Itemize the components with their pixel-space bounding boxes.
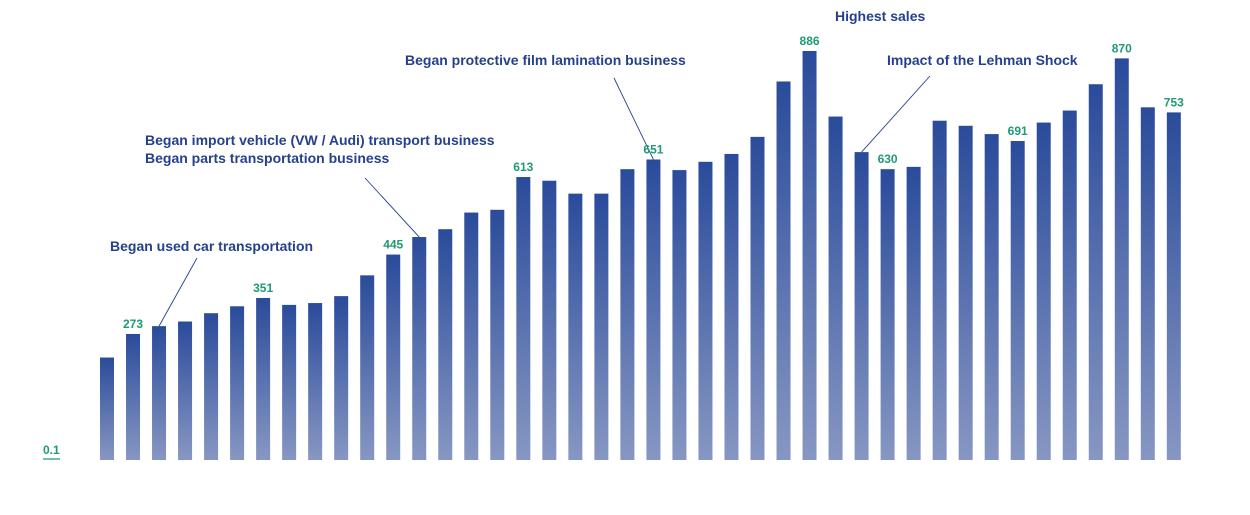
value-label-6: 351 [253, 281, 273, 295]
annotation-0: Began used car transportation [110, 238, 313, 254]
value-label-39: 870 [1112, 41, 1132, 55]
bar-11 [386, 254, 401, 460]
bar-18 [568, 193, 583, 460]
bar-20 [620, 169, 635, 460]
bar-5 [230, 306, 245, 460]
bar-7 [282, 304, 297, 460]
leader-line-4 [861, 75, 931, 153]
bar-28 [828, 116, 843, 461]
value-label-27: 886 [800, 34, 820, 48]
bar-24 [724, 153, 739, 460]
bar-38 [1088, 84, 1103, 460]
value-label-16: 613 [513, 160, 533, 174]
value-label-41: 753 [1164, 95, 1184, 109]
value-label-21: 651 [643, 142, 663, 156]
annotation-2: Began protective film lamination busines… [405, 52, 686, 68]
annotations-layer: Began used car transportation Began impor… [110, 8, 1078, 254]
leader-line-2 [613, 77, 654, 160]
bar-34 [984, 134, 999, 461]
bar-12 [412, 237, 427, 460]
annotation-2-line-0: Began protective film lamination busines… [405, 52, 686, 68]
bar-8 [308, 303, 323, 460]
bar-10 [360, 275, 375, 460]
bar-9 [334, 296, 349, 460]
baseline-label: 0.1 [43, 443, 60, 457]
value-label-30: 630 [878, 152, 898, 166]
baseline-marker: 0.1 [43, 443, 60, 460]
bar-32 [932, 120, 947, 460]
bar-40 [1140, 107, 1155, 460]
leader-lines-layer [158, 75, 931, 327]
value-label-1: 273 [123, 317, 143, 331]
bar-15 [490, 209, 505, 460]
bar-41 [1166, 112, 1181, 460]
leader-line-0 [158, 257, 198, 327]
value-label-35: 691 [1008, 124, 1028, 138]
annotation-1: Began import vehicle (VW / Audi) transpo… [145, 132, 495, 166]
bar-23 [698, 161, 713, 460]
bar-36 [1036, 122, 1051, 461]
bar-35 [1010, 141, 1025, 460]
bar-2 [152, 326, 167, 460]
bar-13 [438, 229, 453, 460]
annotation-1-line-1: Began parts transportation business [145, 150, 389, 166]
bar-3 [178, 321, 193, 460]
value-label-11: 445 [383, 238, 403, 252]
bar-22 [672, 170, 687, 461]
bar-6 [256, 297, 271, 460]
bar-29 [854, 152, 869, 460]
bar-1 [126, 333, 141, 460]
bar-37 [1062, 110, 1077, 461]
value-labels-layer: 273 351 445 613 651 886 630 691 870 753 [123, 34, 1184, 331]
annotation-0-line-0: Began used car transportation [110, 238, 313, 254]
bar-31 [906, 166, 921, 460]
bar-19 [594, 193, 609, 460]
bar-27 [802, 51, 817, 460]
annotation-3-line-0: Highest sales [835, 8, 925, 24]
bar-14 [464, 212, 479, 460]
bar-0 [100, 357, 114, 460]
bar-21 [646, 159, 661, 461]
bar-33 [958, 125, 973, 460]
bar-30 [880, 169, 895, 460]
annotation-4-line-0: Impact of the Lehman Shock [887, 52, 1078, 68]
bar-26 [776, 81, 791, 460]
annotation-4: Impact of the Lehman Shock [887, 52, 1078, 68]
bar-39 [1114, 58, 1129, 460]
bars-layer [100, 51, 1181, 461]
bar-16 [516, 177, 531, 461]
bar-25 [750, 136, 765, 460]
annotation-3: Highest sales [835, 8, 925, 24]
bar-17 [542, 180, 557, 460]
leader-line-1 [364, 177, 420, 238]
annotation-1-line-0: Began import vehicle (VW / Audi) transpo… [145, 132, 495, 148]
bar-4 [204, 313, 219, 460]
